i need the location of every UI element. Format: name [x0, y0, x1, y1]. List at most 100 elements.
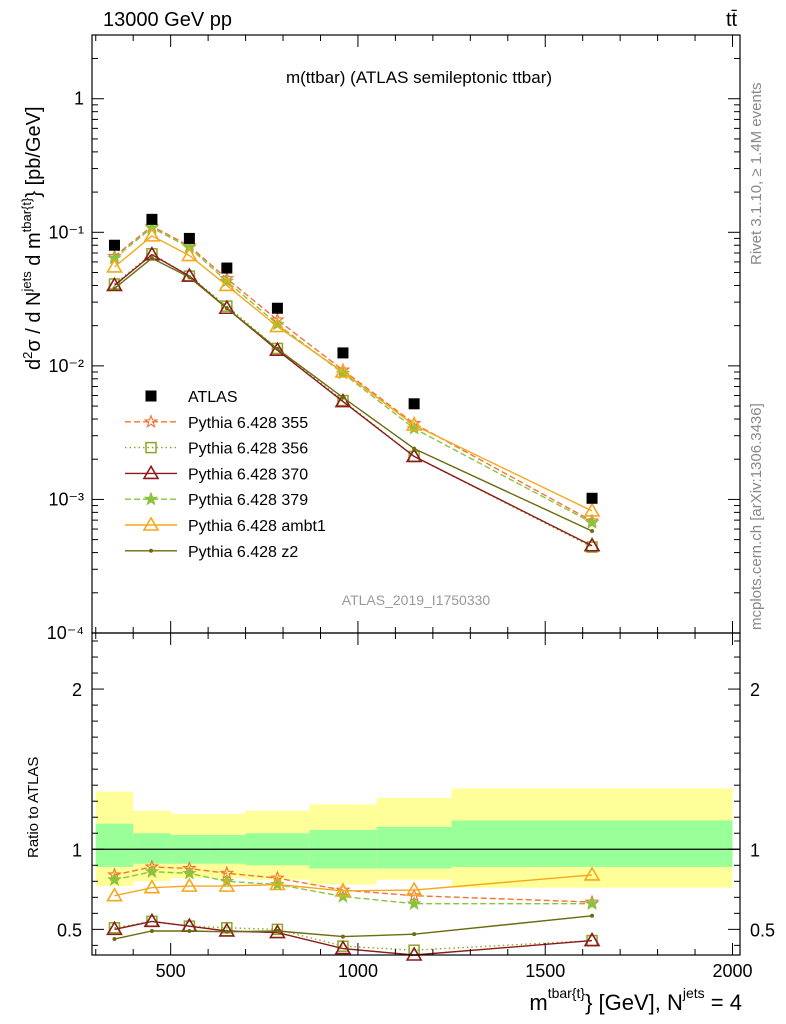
uncertainty-band-inner [451, 820, 733, 867]
uncertainty-band-inner [133, 833, 171, 864]
data-point [584, 895, 600, 910]
legend-label: Pythia 6.428 355 [188, 415, 308, 432]
ratio-series-line [114, 915, 593, 940]
data-point [340, 395, 345, 400]
ratio-series-line [114, 870, 592, 905]
data-point [146, 213, 158, 225]
data-point [143, 414, 159, 429]
data-point [224, 929, 229, 934]
data-point [145, 390, 157, 402]
y-tick-label: 10⁻² [48, 356, 84, 376]
data-point [142, 464, 160, 480]
data-point [334, 882, 352, 897]
data-point [406, 895, 422, 910]
x-tick-label: 1500 [525, 961, 565, 981]
data-point [412, 446, 417, 451]
y-tick-label: 1 [74, 89, 84, 109]
legend-label: ATLAS [188, 389, 238, 406]
data-point [218, 299, 236, 315]
analysis-label: ATLAS_2019_I1750330 [342, 592, 491, 608]
x-tick-label: 500 [156, 961, 186, 981]
data-point [149, 256, 154, 261]
y-tick-label: 10⁻³ [48, 489, 84, 509]
ratio-y-tick-label: 0.5 [57, 920, 82, 940]
legend-label: Pythia 6.428 370 [188, 466, 308, 483]
data-point [583, 537, 601, 552]
series-line [114, 253, 593, 547]
ratio-y-tick-label: 2 [72, 680, 82, 700]
data-point [583, 502, 601, 517]
data-point [106, 276, 123, 292]
data-point [218, 276, 236, 292]
x-axis-label-main: m [529, 990, 547, 1015]
data-point [586, 492, 598, 504]
legend-label: Pythia 6.428 z2 [188, 544, 298, 561]
data-point [107, 871, 122, 887]
data-point [334, 940, 352, 955]
ratio-series-line [114, 920, 593, 956]
ratio-frame [91, 632, 741, 956]
ratio-y-tick-label: 1 [72, 840, 82, 860]
data-point [106, 887, 123, 902]
data-point [590, 913, 595, 918]
chart-title: m(ttbar) (ATLAS semileptonic ttbar) [286, 68, 552, 87]
header-right-label: tt̄ [726, 9, 738, 31]
uncertainty-band-inner [376, 826, 452, 869]
data-point [108, 239, 120, 251]
series-line [114, 225, 593, 522]
data-point [143, 491, 159, 506]
data-point [112, 286, 117, 291]
series-line [114, 226, 593, 524]
data-point [143, 879, 161, 894]
data-point [187, 275, 192, 280]
data-point [583, 866, 601, 881]
ratio-y-tick-label: 0.5 [750, 920, 775, 940]
data-point [142, 516, 160, 531]
data-point [219, 873, 235, 888]
data-point [221, 262, 233, 274]
header-left-label: 13000 GeV pp [103, 9, 232, 31]
data-point [405, 447, 423, 463]
series-line [114, 235, 593, 512]
data-point [145, 441, 157, 454]
legend-label: Pythia 6.428 ambt1 [188, 518, 326, 535]
data-point [149, 548, 153, 553]
data-point [218, 922, 236, 937]
data-point [583, 931, 601, 947]
data-point [143, 227, 161, 242]
data-point [112, 936, 117, 941]
y-tick-label: 10⁻¹ [48, 222, 84, 242]
mcplots-label: mcplots.cern.ch [arXiv:1306.3436] [748, 403, 765, 630]
data-point [275, 928, 280, 933]
ratio-y-tick-label: 1 [750, 840, 760, 860]
data-point [590, 529, 595, 534]
y-tick-label: 10⁻⁴ [47, 623, 84, 643]
ratio-y-axis-label: Ratio to ATLAS [25, 757, 42, 858]
rivet-label: Rivet 3.1.10, ≥ 1.4M events [748, 83, 765, 266]
data-point [149, 928, 154, 933]
ratio-y-tick-label: 2 [750, 680, 760, 700]
data-point [269, 341, 286, 357]
data-point [405, 946, 423, 961]
legend-label: Pythia 6.428 379 [188, 492, 308, 509]
ratio-panel: 500 1000 1500 2000 0.5 0.5 1 1 2 2 [57, 632, 775, 981]
data-point [275, 346, 280, 351]
data-point [412, 932, 417, 937]
data-point [143, 912, 161, 928]
uncertainty-band-inner [95, 823, 134, 867]
data-point [584, 514, 600, 529]
x-tick-label: 2000 [712, 961, 752, 981]
data-point [337, 347, 349, 359]
data-point [182, 865, 197, 880]
legend-label: Pythia 6.428 356 [188, 441, 308, 458]
data-point [334, 363, 352, 378]
x-axis-label-end: = 4 [705, 990, 742, 1015]
x-axis-label-rest: } [GeV], N [585, 990, 683, 1015]
data-point [180, 877, 198, 892]
ratio-series-line [114, 874, 593, 897]
data-point [106, 258, 123, 273]
ratio-series-line [114, 866, 593, 903]
data-point [271, 302, 283, 314]
series-line [114, 252, 593, 548]
